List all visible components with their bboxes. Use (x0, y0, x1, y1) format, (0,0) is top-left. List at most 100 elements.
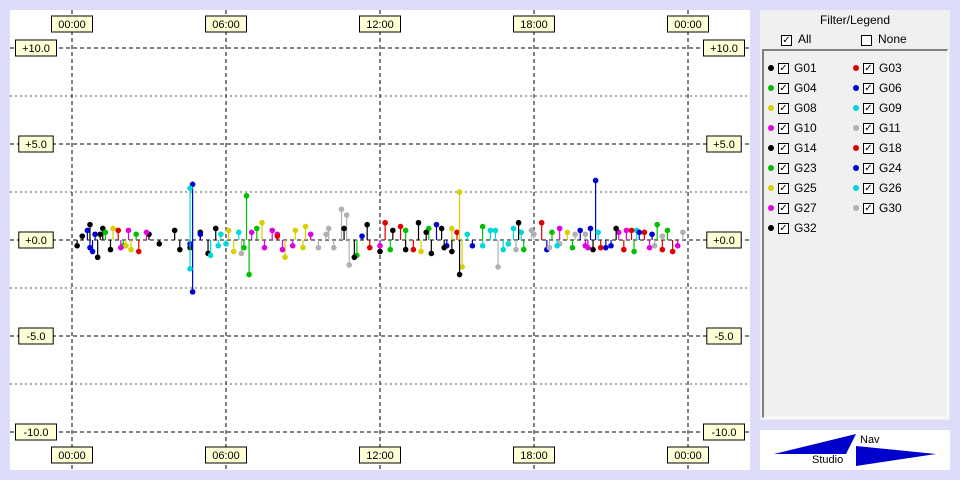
legend-marker-dot (768, 85, 774, 91)
data-point-g04 (479, 223, 486, 230)
data-point-g08 (259, 219, 265, 226)
legend-checkbox[interactable]: ✓ (778, 63, 789, 74)
data-point-g32 (97, 231, 104, 238)
legend-item-g10[interactable]: ✓ G10 (766, 120, 846, 138)
data-point-g23 (549, 229, 555, 236)
data-point-g27 (279, 246, 286, 253)
data-point-g32 (177, 246, 183, 253)
legend-item-g01[interactable]: ✓ G01 (766, 60, 846, 78)
data-point-g06 (577, 227, 583, 234)
data-point-g26 (500, 246, 507, 253)
y-tick-label-right-box (706, 327, 742, 345)
data-point-g23 (133, 231, 139, 238)
data-point-g30 (546, 244, 553, 251)
legend-item-g09[interactable]: ✓ G09 (851, 100, 931, 118)
data-point-g18 (538, 219, 545, 226)
data-point-g01 (212, 225, 219, 232)
navstudio-logo: Nav Studio (760, 430, 950, 470)
data-point-g27 (269, 227, 276, 234)
legend-checkbox[interactable]: ✓ (863, 163, 874, 174)
data-point-g11 (346, 262, 353, 268)
legend-checkbox[interactable]: ✓ (778, 163, 789, 174)
data-point-g03 (454, 229, 460, 236)
legend-checkbox[interactable]: ✓ (778, 183, 789, 194)
none-checkbox[interactable] (861, 35, 872, 46)
legend-checkbox[interactable]: ✓ (778, 83, 789, 94)
scatter-chart: 00:00 00:00 06:00 06:00 12:00 12:00 18:00 18:00… (10, 10, 750, 470)
legend-checkbox[interactable]: ✓ (863, 103, 874, 114)
data-point-g01 (87, 221, 93, 228)
legend-item-g32[interactable]: ✓ G32 (766, 220, 846, 238)
data-point-g32 (613, 225, 619, 232)
y-tick-label-left: +5.0 (25, 139, 47, 151)
legend-label: G06 (879, 81, 902, 95)
data-point-g11 (659, 233, 666, 239)
legend-checkbox[interactable]: ✓ (778, 143, 789, 154)
legend-label: G09 (879, 101, 902, 115)
legend-item-g24[interactable]: ✓ G24 (851, 160, 931, 178)
legend-checkbox[interactable]: ✓ (778, 123, 789, 134)
data-point-g03 (641, 229, 648, 236)
legend-checkbox[interactable]: ✓ (863, 143, 874, 154)
data-point-g27 (377, 242, 383, 249)
data-point-g14 (377, 248, 383, 255)
legend-checkbox[interactable]: ✓ (863, 123, 874, 134)
data-point-g14 (402, 246, 409, 253)
data-point-g25 (123, 242, 129, 249)
legend-item-g18[interactable]: ✓ G18 (851, 140, 931, 158)
legend-list: ✓ G01 ✓ G03 ✓ G04 ✓ G06 ✓ G08 ✓ G09 ✓ G10 ✓ G11 ✓ G14 ✓ G18… (762, 49, 948, 418)
x-tick-label-top-box (513, 15, 555, 33)
data-point-g10 (307, 231, 314, 238)
data-point-g08 (449, 225, 455, 232)
data-point-g10 (646, 244, 653, 251)
data-point-g09 (479, 242, 486, 249)
data-point-g08 (302, 223, 309, 230)
legend-item-g11[interactable]: ✓ G11 (851, 120, 931, 138)
legend-item-g27[interactable]: ✓ G27 (766, 200, 846, 218)
legend-item-g08[interactable]: ✓ G08 (766, 100, 846, 118)
legend-item-g03[interactable]: ✓ G03 (851, 60, 931, 78)
legend-label: G11 (879, 121, 901, 135)
logo-studio-text: Studio (812, 454, 844, 466)
data-point-g06 (469, 242, 476, 249)
legend-label: G32 (794, 221, 817, 235)
x-tick-label-bottom: 12:00 (366, 450, 394, 462)
legend-item-g23[interactable]: ✓ G23 (766, 160, 846, 178)
y-tick-label-right-box (703, 423, 745, 441)
legend-checkbox[interactable]: ✓ (863, 83, 874, 94)
data-point-g18 (397, 223, 404, 230)
data-point-g14 (456, 271, 463, 278)
data-point-g11 (238, 250, 245, 257)
legend-label: G23 (794, 161, 817, 175)
legend-item-g06[interactable]: ✓ G06 (851, 80, 931, 98)
data-point-g18 (274, 233, 281, 239)
all-checkbox[interactable]: ✓ (781, 35, 792, 46)
legend-item-g30[interactable]: ✓ G30 (851, 200, 931, 218)
legend-item-g26[interactable]: ✓ G26 (851, 180, 931, 198)
data-point-g08 (110, 225, 116, 232)
x-tick-label-top-box (205, 15, 247, 33)
data-point-g04 (254, 225, 260, 232)
data-point-g23 (241, 244, 247, 251)
x-tick-label-top: 00:00 (674, 19, 702, 31)
data-point-g03 (366, 244, 373, 251)
legend-checkbox[interactable]: ✓ (863, 203, 874, 214)
legend-item-g14[interactable]: ✓ G14 (766, 140, 846, 158)
legend-label: G03 (879, 61, 902, 75)
legend-checkbox[interactable]: ✓ (863, 63, 874, 74)
legend-checkbox[interactable]: ✓ (778, 223, 789, 234)
data-point-g18 (597, 244, 604, 251)
data-point-g30 (325, 225, 332, 232)
data-point-g03 (669, 248, 676, 255)
data-point-g11 (343, 212, 350, 218)
legend-marker-dot (853, 205, 859, 211)
filter-legend-panel: Filter/Legend ✓ All None ✓ G01 ✓ G03 ✓ G04 ✓ G0… (760, 10, 950, 420)
legend-item-g25[interactable]: ✓ G25 (766, 180, 846, 198)
legend-checkbox[interactable]: ✓ (778, 103, 789, 114)
x-tick-label-bottom-box (205, 446, 247, 464)
chart-plot-area: 00:00 00:00 06:00 06:00 12:00 12:00 18:00 18:00… (10, 10, 750, 470)
legend-checkbox[interactable]: ✓ (778, 203, 789, 214)
data-point-g06 (197, 231, 204, 238)
legend-checkbox[interactable]: ✓ (863, 183, 874, 194)
legend-item-g04[interactable]: ✓ G04 (766, 80, 846, 98)
